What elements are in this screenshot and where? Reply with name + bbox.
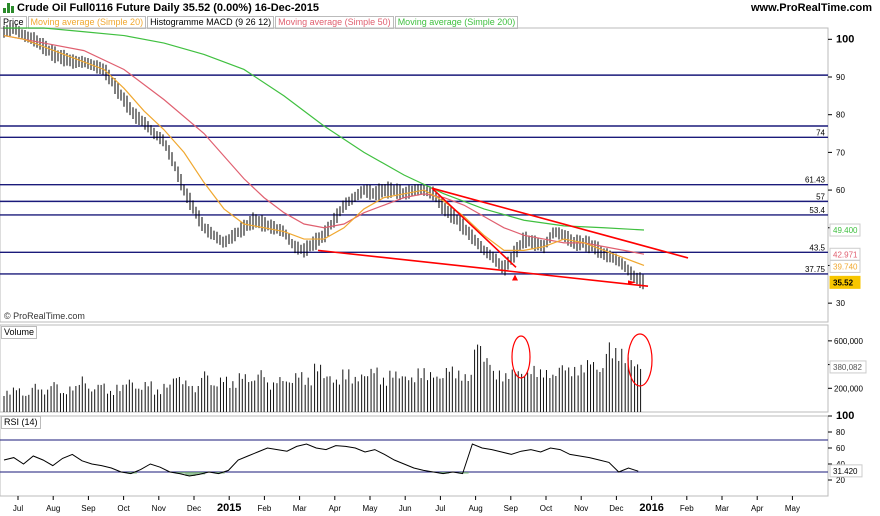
level-label-2: 74 <box>816 128 825 137</box>
x-tick-label-5: Dec <box>187 504 201 513</box>
trendline-2 <box>431 187 517 268</box>
x-tick-label-6: 2015 <box>217 502 241 514</box>
value-tag-label-1: 42.971 <box>833 250 858 259</box>
value-tag-bg-2 <box>829 259 861 273</box>
rsi-oversold-fill <box>175 472 186 474</box>
volume-highlight-sep <box>511 335 531 379</box>
x-tick-label-15: Oct <box>540 504 553 513</box>
x-tick-label-19: Feb <box>680 504 694 513</box>
value-tag-bg-0 <box>829 223 861 237</box>
price-tick-label-4: 70 <box>836 148 845 157</box>
volume-tick-label-2: 600,000 <box>834 337 863 346</box>
x-tick-label-11: Jun <box>399 504 412 513</box>
price-tick-label-3: 60 <box>836 186 845 195</box>
value-tag-label-3: 35.52 <box>833 278 854 287</box>
rsi-oversold-fill <box>439 472 450 474</box>
x-tick-label-4: Nov <box>152 504 166 513</box>
x-tick-label-8: Mar <box>293 504 307 513</box>
volume-current-label: 380,082 <box>833 363 862 372</box>
trendline-0 <box>317 249 649 287</box>
price-tick-label-0: 30 <box>836 299 845 308</box>
x-tick-label-3: Oct <box>117 504 130 513</box>
volume-tick-label-0: 200,000 <box>834 384 863 393</box>
volume-current-bg <box>829 360 867 374</box>
x-tick-label-22: May <box>785 504 800 513</box>
value-tag-label-0: 49.400 <box>833 226 858 235</box>
volume-panel-frame <box>0 324 829 413</box>
rsi-tick-label-3: 80 <box>836 428 845 437</box>
x-tick-label-12: Jul <box>435 504 445 513</box>
price-tick-label-5: 80 <box>836 111 845 120</box>
chart-title: Crude Oil Full0116 Future Daily 35.52 (0… <box>17 2 320 14</box>
x-tick-label-7: Feb <box>258 504 272 513</box>
volume-panel-label[interactable]: Volume <box>1 326 38 339</box>
level-label-5: 53.4 <box>809 206 825 215</box>
rsi-oversold-fill <box>458 472 469 474</box>
rsi-panel-frame <box>0 415 829 497</box>
rsi-tick-label-4: 100 <box>836 410 854 422</box>
ma20-line <box>3 34 645 267</box>
arrow-marker-sep <box>512 274 518 281</box>
x-tick-label-2: Sep <box>81 504 96 513</box>
copyright: © ProRealTime.com <box>4 311 85 321</box>
level-label-3: 61.43 <box>805 176 826 185</box>
rsi-panel-label[interactable]: RSI (14) <box>1 416 41 429</box>
rsi-oversold-fill <box>185 472 196 476</box>
rsi-oversold-fill <box>195 472 206 475</box>
x-tick-label-16: Nov <box>574 504 588 513</box>
rsi-current-bg <box>829 464 863 478</box>
rsi-current-label: 31.420 <box>833 467 858 476</box>
value-tag-bg-3 <box>829 275 861 289</box>
x-tick-label-1: Aug <box>46 504 60 513</box>
x-tick-label-9: Apr <box>329 504 342 513</box>
header: Crude Oil Full0116 Future Daily 35.52 (0… <box>0 0 880 16</box>
rsi-tick-label-0: 20 <box>836 476 845 485</box>
level-label-4: 57 <box>816 192 825 201</box>
x-tick-label-13: Aug <box>468 504 482 513</box>
level-label-6: 43.5 <box>809 243 825 252</box>
x-tick-label-17: Dec <box>609 504 623 513</box>
arrow-marker-dec <box>628 280 636 285</box>
value-tag-label-2: 39.740 <box>833 262 858 271</box>
x-tick-label-10: May <box>362 504 377 513</box>
price-panel-frame <box>0 27 829 323</box>
price-tick-label-6: 90 <box>836 73 845 82</box>
site-link[interactable]: www.ProRealTime.com <box>750 2 872 14</box>
ma200-line <box>4 27 645 231</box>
volume-highlight-dec <box>627 333 653 387</box>
x-tick-label-14: Sep <box>504 504 519 513</box>
rsi-line <box>3 443 639 477</box>
rsi-tick-label-2: 60 <box>836 444 845 453</box>
price-tick-label-7: 100 <box>836 33 854 45</box>
x-tick-label-0: Jul <box>13 504 23 513</box>
x-tick-label-21: Apr <box>751 504 764 513</box>
trendline-1 <box>431 187 689 259</box>
x-tick-label-20: Mar <box>715 504 729 513</box>
x-tick-label-18: 2016 <box>639 502 663 514</box>
prorealtime-logo-icon <box>3 3 15 13</box>
level-label-7: 37.75 <box>805 265 826 274</box>
